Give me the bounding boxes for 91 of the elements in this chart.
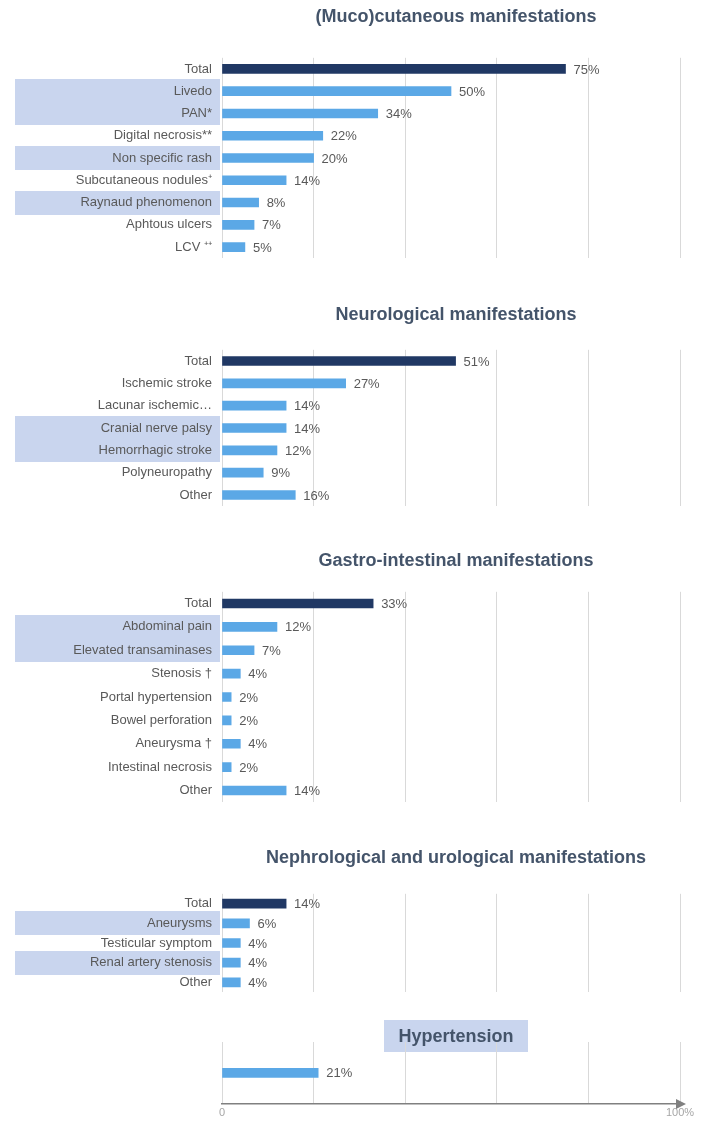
y-tick-label: Total bbox=[184, 595, 213, 611]
data-label: 21% bbox=[326, 1065, 353, 1081]
data-label: 4% bbox=[248, 974, 268, 990]
data-label: 5% bbox=[252, 239, 273, 255]
data-label: 33% bbox=[381, 596, 408, 612]
data-label: 51% bbox=[463, 353, 491, 369]
y-tick-label: Portal hypertension bbox=[99, 688, 212, 704]
y-tick-label: Subcutaneous nodules⁺ bbox=[75, 171, 212, 187]
bar bbox=[222, 692, 232, 702]
data-label: 2% bbox=[239, 759, 259, 775]
y-tick-label: Digital necrosis** bbox=[113, 127, 212, 143]
bar bbox=[222, 622, 278, 632]
y-tick-label: Aphtous ulcers bbox=[126, 216, 213, 232]
bar bbox=[222, 197, 259, 208]
data-label: 8% bbox=[266, 195, 286, 211]
y-tick-label: Ischemic stroke bbox=[121, 374, 212, 390]
y-tick-label: Raynaud phenomenon bbox=[80, 194, 212, 210]
bar bbox=[222, 64, 566, 74]
data-label: 75% bbox=[573, 61, 600, 77]
y-tick-label: Other bbox=[179, 973, 213, 989]
y-tick-label: Livedo bbox=[173, 82, 212, 98]
bar bbox=[222, 715, 232, 726]
y-tick-label: Non specific rash bbox=[112, 149, 212, 165]
y-tick-label: Bowel perforation bbox=[110, 711, 212, 727]
bar bbox=[222, 738, 241, 749]
data-label: 2% bbox=[239, 689, 259, 705]
y-tick-label: Aneurysma † bbox=[135, 735, 212, 751]
chart-title: Hypertension bbox=[384, 1020, 528, 1052]
data-label: 7% bbox=[262, 642, 282, 658]
bar bbox=[222, 356, 456, 366]
bar bbox=[222, 598, 374, 609]
y-tick-label: Total bbox=[184, 895, 213, 911]
data-label: 12% bbox=[284, 619, 312, 635]
bar bbox=[222, 378, 346, 389]
bar bbox=[222, 645, 255, 656]
y-tick-label: LCV ⁺⁺ bbox=[175, 238, 212, 254]
y-tick-label: Lacunar ischemic… bbox=[97, 397, 212, 413]
x-tick-label: 0 bbox=[218, 1106, 226, 1119]
data-label: 14% bbox=[294, 783, 321, 799]
bar bbox=[222, 423, 287, 433]
bar bbox=[222, 400, 287, 411]
y-tick-label: Abdominal pain bbox=[122, 618, 212, 634]
data-label: 12% bbox=[284, 442, 312, 458]
y-tick-label: Stenosis † bbox=[151, 665, 212, 681]
y-tick-label: Renal artery stenosis bbox=[89, 954, 213, 970]
y-tick-label: Aneurysms bbox=[146, 914, 213, 930]
chart-title: Gastro-intestinal manifestations bbox=[317, 549, 595, 572]
bar bbox=[222, 785, 287, 796]
chart-title: Neurological manifestations bbox=[334, 303, 578, 326]
x-tick-label: 100% bbox=[665, 1106, 695, 1119]
bar bbox=[222, 219, 255, 230]
data-label: 14% bbox=[294, 896, 321, 912]
y-tick-label: PAN* bbox=[181, 105, 212, 121]
data-label: 22% bbox=[330, 128, 358, 144]
y-tick-label: Other bbox=[179, 486, 213, 502]
y-tick-label: Total bbox=[184, 60, 213, 76]
data-label: 14% bbox=[294, 420, 321, 436]
data-label: 14% bbox=[294, 172, 321, 188]
bar bbox=[222, 242, 246, 252]
y-tick-label: Other bbox=[179, 782, 213, 798]
data-label: 16% bbox=[303, 487, 330, 503]
data-label: 7% bbox=[262, 217, 282, 233]
bar bbox=[222, 762, 232, 772]
data-label: 50% bbox=[459, 83, 486, 99]
bar bbox=[222, 153, 314, 163]
data-label: 2% bbox=[239, 712, 259, 728]
y-tick-label: Total bbox=[184, 352, 213, 368]
bar bbox=[222, 467, 264, 478]
y-tick-label: Polyneuropathy bbox=[121, 464, 213, 480]
data-label: 6% bbox=[257, 915, 277, 931]
data-label: 4% bbox=[248, 736, 268, 752]
bar bbox=[222, 130, 324, 141]
chart-title: Nephrological and urological manifestations bbox=[264, 846, 648, 869]
y-tick-label: Cranial nerve palsy bbox=[100, 419, 213, 435]
data-label: 4% bbox=[248, 666, 268, 682]
y-tick-label: Hemorrhagic stroke bbox=[98, 441, 212, 457]
data-label: 4% bbox=[248, 935, 268, 951]
y-tick-label: Intestinal necrosis bbox=[107, 758, 213, 774]
bar bbox=[222, 445, 278, 456]
data-label: 14% bbox=[294, 398, 321, 414]
data-label: 9% bbox=[271, 465, 291, 481]
data-label: 27% bbox=[353, 375, 381, 391]
data-label: 20% bbox=[321, 150, 349, 166]
bar bbox=[222, 668, 241, 679]
chart-title: (Muco)cutaneous manifestations bbox=[314, 5, 598, 28]
y-tick-label: Testicular symptom bbox=[100, 934, 212, 950]
data-label: 4% bbox=[248, 955, 268, 971]
y-tick-label: Elevated transaminases bbox=[73, 641, 213, 657]
bar bbox=[222, 175, 287, 186]
data-label: 34% bbox=[385, 106, 413, 122]
bar bbox=[222, 490, 296, 500]
